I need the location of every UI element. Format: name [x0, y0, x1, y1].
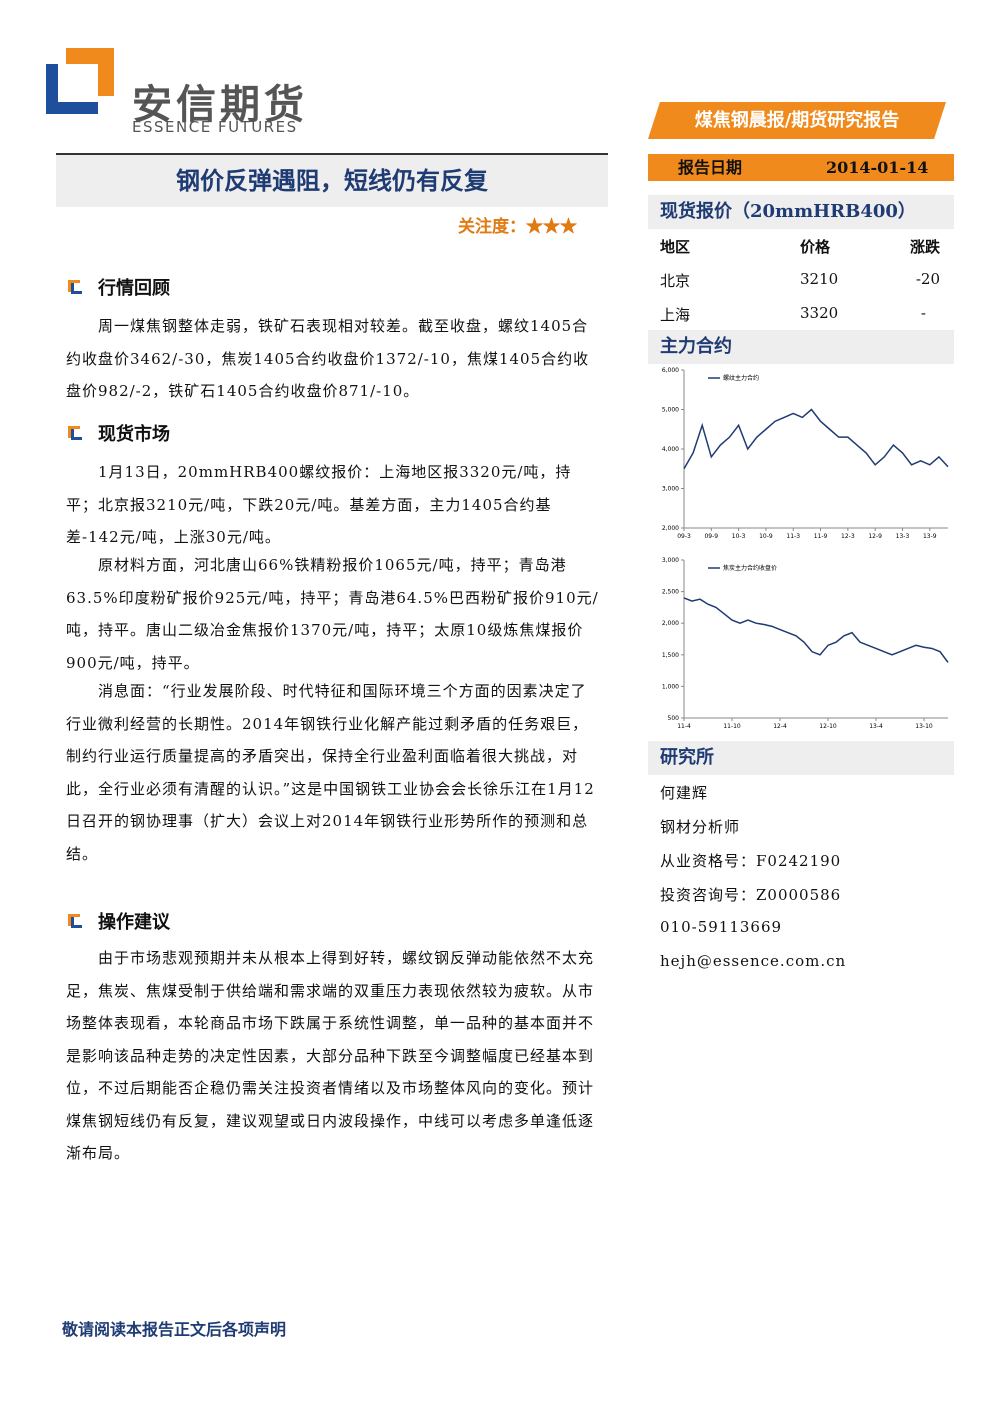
x-tick-label: 12-9 — [868, 533, 882, 540]
date-label: 报告日期 — [678, 158, 743, 177]
td: 上海 — [660, 306, 691, 324]
date-bar: 报告日期 2014-01-14 — [648, 154, 954, 181]
y-tick-label: 2,500 — [662, 589, 679, 596]
date: 2014-01-14 — [826, 158, 929, 177]
legend-label: 螺纹主力合约 — [723, 374, 759, 382]
attention-label: 关注度： — [458, 217, 526, 237]
td: 北京 — [660, 272, 691, 290]
th: 价格 — [800, 238, 831, 256]
x-tick-label: 13-4 — [869, 723, 883, 730]
heading-text: 现货市场 — [98, 424, 170, 445]
analyst: 钢材分析师 — [660, 818, 741, 836]
y-tick-label: 3,000 — [662, 557, 679, 564]
y-tick-label: 2,000 — [662, 525, 679, 532]
x-tick-label: 12-3 — [841, 533, 855, 540]
footer: 敬请阅读本报告正文后各项声明 — [62, 1320, 287, 1339]
th: 涨跌 — [909, 238, 940, 256]
y-tick-label: 6,000 — [662, 367, 679, 374]
paragraph: 消息面：“行业发展阶段、时代特征和国际环境三个方面的因素决定了行业微利经营的长期… — [66, 682, 595, 863]
y-tick-label: 4,000 — [662, 446, 679, 453]
heading-text: 操作建议 — [98, 912, 170, 933]
logo — [46, 48, 114, 114]
series-line — [683, 597, 949, 663]
brand-en: ESSENCE FUTURES — [132, 118, 298, 136]
charts: 2,000 3,000 4,000 5,000 6,000 09-3 09-9 10-3 10-… — [662, 367, 949, 730]
section-heading: 现货市场 — [68, 420, 170, 446]
side-heading: 现货报价（20mmHRB400） — [648, 195, 954, 229]
title: 钢价反弹遇阻，短线仍有反复 — [56, 153, 608, 207]
x-tick-label: 09-9 — [704, 533, 718, 540]
analyst: 从业资格号：F0242190 — [660, 852, 842, 870]
attention: 关注度：★★★ — [458, 212, 577, 237]
paragraph: 原材料方面，河北唐山66%铁精粉报价1065元/吨，持平；青岛港63.5%印度粉… — [66, 556, 599, 672]
th: 地区 — [660, 238, 691, 256]
x-tick-label: 11-9 — [814, 533, 828, 540]
stars: ★★★ — [526, 217, 577, 237]
section-heading: 行情回顾 — [68, 274, 170, 300]
brand: 安信期货 — [132, 82, 308, 128]
x-tick-label: 11-4 — [677, 723, 691, 730]
td: 3210 — [800, 270, 839, 288]
series-line — [683, 408, 949, 470]
x-tick-label: 09-3 — [677, 533, 691, 540]
spot-table: 地区 价格 涨跌 北京 3210 -20 上海 3320 - — [660, 236, 940, 326]
y-tick-label: 500 — [668, 715, 680, 722]
x-tick-label: 11-3 — [786, 533, 800, 540]
section-heading: 操作建议 — [68, 908, 170, 934]
banner: 煤焦钢晨报/期货研究报告 — [648, 102, 946, 139]
paragraph: 周一煤焦钢整体走弱，铁矿石表现相对较差。截至收盘，螺纹1405合约收盘价3462… — [66, 317, 590, 400]
analyst: hejh@essence.com.cn — [660, 952, 847, 970]
y-tick-label: 5,000 — [662, 407, 679, 414]
heading-text: 行情回顾 — [98, 278, 170, 299]
y-tick-label: 1,000 — [662, 683, 679, 690]
x-tick-label: 12-10 — [819, 723, 837, 730]
analyst: 何建辉 — [660, 784, 709, 802]
x-tick-label: 10-9 — [759, 533, 773, 540]
x-tick-label: 10-3 — [732, 533, 746, 540]
x-tick-label: 13-10 — [915, 723, 933, 730]
paragraph: 由于市场悲观预期并未从根本上得到好转，螺纹钢反弹动能依然不太充足，焦炭、焦煤受制… — [66, 949, 595, 1162]
td: -20 — [915, 270, 940, 288]
y-tick-label: 3,000 — [662, 486, 679, 493]
td: - — [920, 304, 926, 322]
legend-label: 焦炭主力合约收盘价 — [723, 564, 777, 572]
td: 3320 — [800, 304, 839, 322]
y-tick-label: 2,000 — [662, 620, 679, 627]
x-tick-label: 11-10 — [723, 723, 741, 730]
x-tick-label: 13-3 — [896, 533, 910, 540]
x-tick-label: 13-9 — [923, 533, 937, 540]
side-heading: 研究所 — [648, 741, 954, 775]
x-tick-label: 12-4 — [773, 723, 787, 730]
y-tick-label: 1,500 — [662, 652, 679, 659]
analyst: 投资咨询号：Z0000586 — [660, 886, 842, 904]
paragraph: 1月13日，20mmHRB400螺纹报价：上海地区报3320元/吨，持平；北京报… — [66, 463, 572, 546]
analyst: 010-59113669 — [660, 918, 783, 936]
side-heading: 主力合约 — [648, 330, 954, 364]
